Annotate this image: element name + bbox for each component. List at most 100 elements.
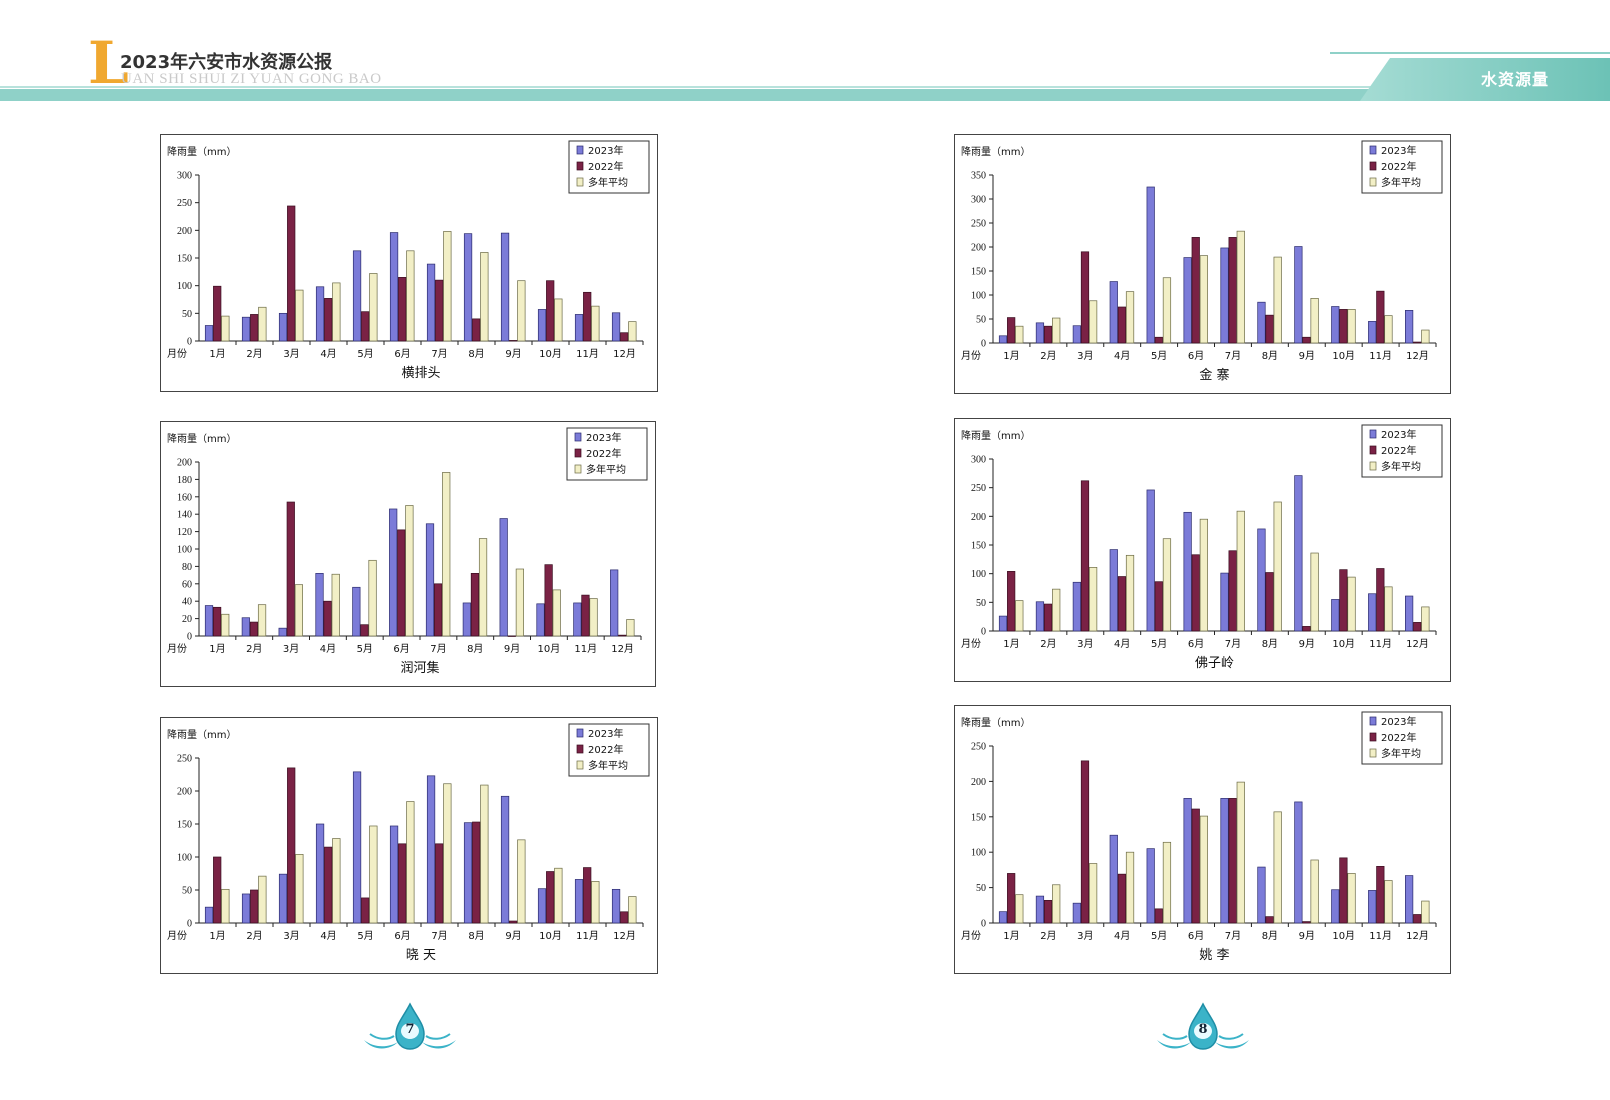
x-tick-label: 2月 (1040, 638, 1056, 650)
bar-average (1052, 588, 1061, 632)
y-tick-label: 150 (971, 541, 986, 552)
chart-title: 润河集 (400, 660, 439, 676)
bar-2023 (315, 573, 324, 637)
bar-average (406, 801, 415, 924)
bar-2023 (204, 906, 214, 924)
chart-panel-runheji: 降雨量（mm） 0 20 40 60 80 100 120 140 160 180 200 1月 2月 3月… (160, 421, 656, 687)
bar-2022 (324, 846, 333, 924)
x-tick-label: 2月 (1040, 350, 1056, 362)
legend-label: 多年平均 (1381, 176, 1421, 189)
x-tick-label: 4月 (320, 348, 336, 360)
legend-swatch (1369, 732, 1377, 742)
y-tick-label: 150 (177, 820, 192, 831)
legend-swatch (1369, 161, 1377, 171)
legend-swatch (1369, 429, 1377, 439)
y-tick-label: 100 (971, 291, 986, 302)
bar-average (1015, 600, 1024, 632)
bar-2022 (1228, 798, 1237, 924)
bar-average (257, 604, 267, 637)
chart-panel-xiaotian: 降雨量（mm） 0 50 100 150 200 250 1月 2月 3月 4月 5月 6月 7月 8月 9月… (160, 717, 658, 974)
bar-2023 (278, 627, 287, 637)
bar-average (443, 783, 452, 924)
bar-2022 (287, 767, 296, 924)
x-axis-label: 月份 (167, 643, 187, 655)
bar-average (517, 839, 526, 924)
bar-2022 (1117, 873, 1127, 924)
y-tick-label: 50 (976, 883, 986, 894)
legend-swatch (576, 177, 584, 187)
bar-average (1273, 256, 1282, 344)
bar-2022 (1376, 290, 1385, 344)
bar-average (1273, 501, 1282, 632)
bar-average (1199, 815, 1208, 924)
bar-average (332, 838, 341, 924)
header-section-tab (1360, 58, 1610, 101)
bar-2023 (278, 312, 288, 342)
bar-average (515, 568, 524, 637)
bar-average (591, 881, 600, 924)
legend-swatch (576, 744, 584, 754)
x-tick-label: 12月 (613, 348, 636, 360)
x-tick-label: 9月 (505, 348, 521, 360)
x-tick-label: 6月 (394, 930, 410, 942)
bar-2023 (352, 771, 362, 924)
bar-2023 (1257, 866, 1266, 924)
y-tick-label: 200 (971, 243, 986, 254)
x-tick-label: 5月 (357, 348, 373, 360)
bar-2023 (1294, 246, 1303, 344)
bar-2022 (1191, 554, 1200, 632)
x-tick-label: 6月 (1188, 350, 1204, 362)
bar-average (221, 613, 230, 637)
bar-average (1199, 255, 1208, 344)
legend-label: 多年平均 (586, 463, 626, 476)
legend-swatch (1369, 445, 1377, 455)
legend-swatch (1369, 716, 1377, 726)
bar-2022 (323, 600, 332, 637)
bar-average (221, 888, 230, 924)
bar-2022 (546, 280, 555, 342)
y-tick-label: 250 (177, 754, 192, 765)
bar-2023 (537, 888, 547, 924)
header-accent-line (1330, 52, 1610, 54)
bar-2023 (1220, 798, 1229, 924)
x-tick-label: 10月 (539, 348, 562, 360)
x-tick-label: 1月 (1003, 638, 1019, 650)
y-tick-label: 50 (976, 315, 986, 326)
chart-svg: 降雨量（mm） 0 50 100 150 200 250 300 1月 2月 3月 4月 5月 6月 7月 8… (167, 140, 650, 381)
x-tick-label: 6月 (1188, 930, 1204, 942)
bar-average (258, 306, 267, 342)
bar-2023 (389, 825, 399, 924)
x-tick-label: 3月 (1077, 638, 1093, 650)
y-tick-label: 100 (971, 848, 986, 859)
bar-average (1236, 510, 1245, 632)
y-tick-label: 180 (177, 475, 192, 486)
bar-2023 (1294, 475, 1303, 632)
y-tick-label: 150 (971, 812, 986, 823)
bar-2022 (1007, 873, 1016, 924)
y-tick-label: 120 (177, 527, 192, 538)
bar-2023 (462, 602, 471, 637)
bar-average (1347, 873, 1356, 924)
bar-2022 (509, 920, 518, 924)
x-tick-label: 5月 (357, 930, 373, 942)
bar-average (443, 231, 452, 342)
x-tick-label: 2月 (1040, 930, 1056, 942)
bar-2022 (583, 867, 592, 924)
x-tick-label: 12月 (1406, 350, 1429, 362)
y-tick-label: 200 (177, 787, 192, 798)
bar-average (1089, 300, 1098, 344)
y-tick-label: 0 (981, 339, 986, 350)
bar-average (405, 505, 414, 637)
bar-2023 (352, 586, 361, 637)
y-tick-label: 150 (971, 267, 986, 278)
x-axis-label: 月份 (961, 930, 981, 942)
bar-average (591, 305, 600, 342)
bar-2022 (507, 635, 516, 637)
x-tick-label: 6月 (1188, 638, 1204, 650)
x-tick-label: 4月 (1114, 350, 1130, 362)
x-tick-label: 3月 (283, 348, 299, 360)
bar-2023 (536, 603, 545, 637)
bar-2022 (509, 340, 518, 342)
